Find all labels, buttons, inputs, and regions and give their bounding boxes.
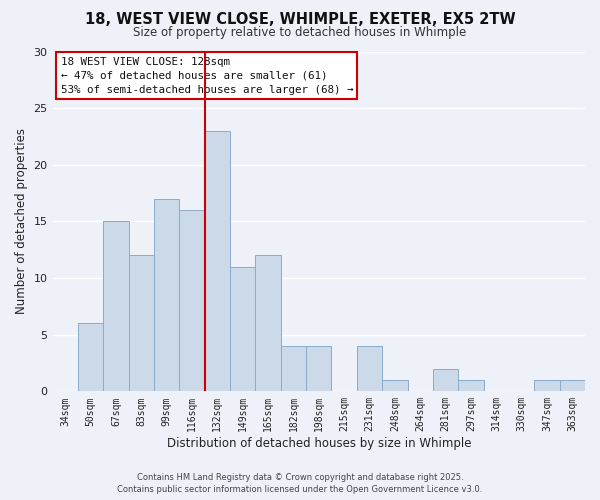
Bar [433, 368, 458, 392]
Bar [230, 266, 256, 392]
Bar [78, 324, 103, 392]
Bar [205, 131, 230, 392]
Y-axis label: Number of detached properties: Number of detached properties [15, 128, 28, 314]
Bar [357, 346, 382, 392]
Bar [154, 199, 179, 392]
Bar [306, 346, 331, 392]
Bar [256, 256, 281, 392]
Bar [534, 380, 560, 392]
X-axis label: Distribution of detached houses by size in Whimple: Distribution of detached houses by size … [167, 437, 471, 450]
Bar [179, 210, 205, 392]
Bar [458, 380, 484, 392]
Bar [128, 256, 154, 392]
Text: Contains HM Land Registry data © Crown copyright and database right 2025.
Contai: Contains HM Land Registry data © Crown c… [118, 472, 482, 494]
Bar [560, 380, 585, 392]
Text: Size of property relative to detached houses in Whimple: Size of property relative to detached ho… [133, 26, 467, 39]
Bar [103, 222, 128, 392]
Text: 18 WEST VIEW CLOSE: 128sqm
← 47% of detached houses are smaller (61)
53% of semi: 18 WEST VIEW CLOSE: 128sqm ← 47% of deta… [61, 56, 353, 94]
Bar [382, 380, 407, 392]
Text: 18, WEST VIEW CLOSE, WHIMPLE, EXETER, EX5 2TW: 18, WEST VIEW CLOSE, WHIMPLE, EXETER, EX… [85, 12, 515, 28]
Bar [281, 346, 306, 392]
